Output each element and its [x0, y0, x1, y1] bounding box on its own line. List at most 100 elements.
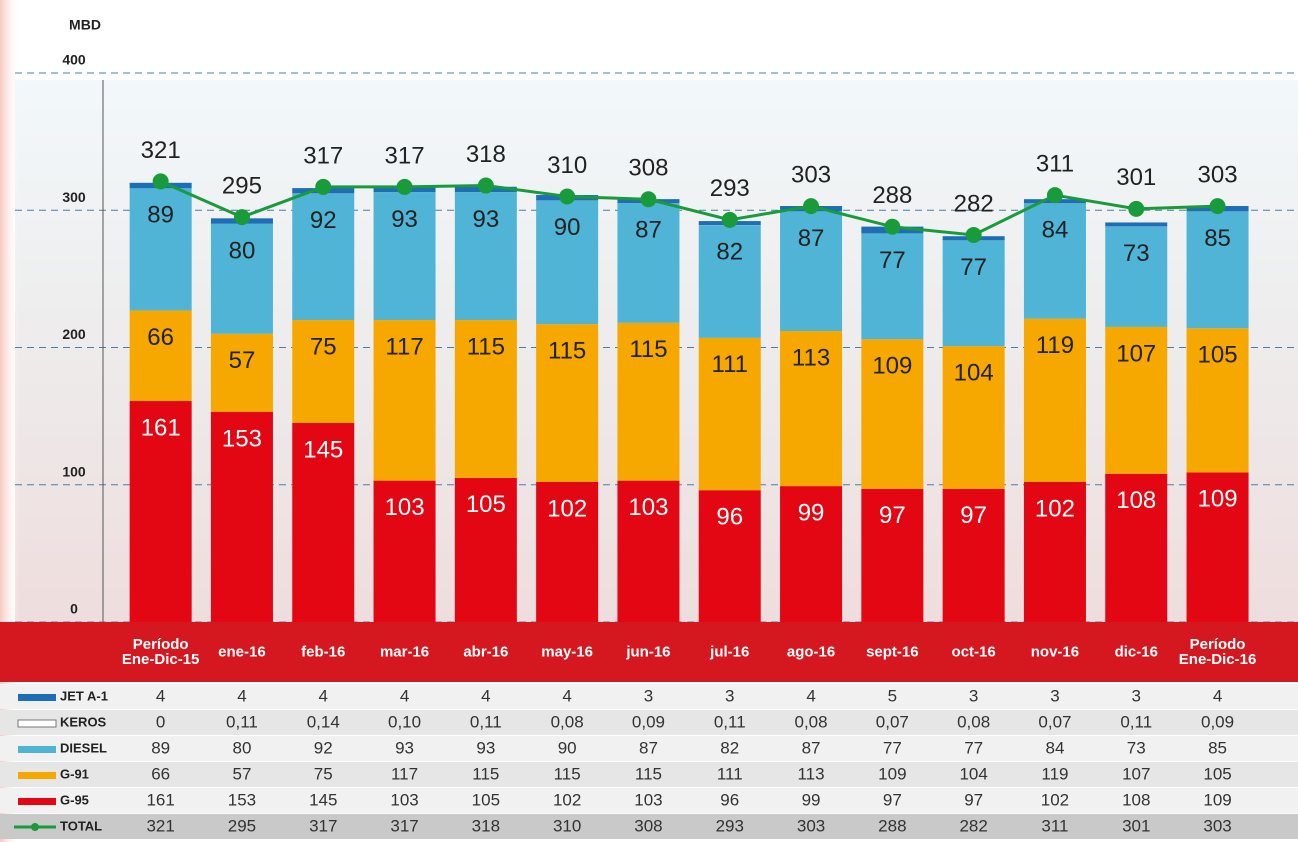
total-point	[152, 173, 169, 190]
table-cell: 111	[717, 764, 743, 783]
bar-segment	[1105, 473, 1168, 622]
table-cell: 105	[472, 790, 500, 809]
bar-segment	[292, 422, 355, 622]
table-cell: 317	[390, 816, 418, 835]
total-point	[477, 177, 494, 194]
table-cell: 117	[391, 764, 418, 783]
bar-segment	[129, 401, 192, 622]
total-label: 321	[141, 137, 181, 164]
bar-segment	[1186, 211, 1249, 329]
category-label: may-16	[541, 643, 593, 661]
bar-value-label: 104	[954, 359, 994, 386]
table-cell: 66	[151, 764, 170, 783]
bar-segment	[373, 192, 436, 321]
bar-value-label: 107	[1116, 340, 1156, 367]
table-cell: 57	[232, 764, 251, 783]
table-cell: 77	[883, 738, 902, 757]
table-cell: 115	[635, 764, 662, 783]
bar-value-label: 113	[792, 344, 830, 371]
table-cell: 301	[1122, 816, 1150, 835]
bar-value-label: 82	[716, 239, 743, 266]
total-point	[1128, 200, 1145, 217]
table-cell: 119	[1041, 764, 1068, 783]
category-label: feb-16	[301, 643, 346, 661]
category-label: Período Ene-Dic-15	[121, 636, 200, 668]
bar-value-label: 80	[229, 237, 256, 264]
table-cell: 303	[1203, 816, 1231, 835]
total-point	[721, 211, 738, 228]
total-label: 301	[1116, 164, 1156, 191]
bar-value-label: 77	[960, 254, 987, 281]
bar-value-label: 119	[1036, 332, 1074, 359]
table-cell: 80	[232, 738, 251, 757]
table-row	[0, 762, 1298, 787]
table-cell: 288	[878, 816, 906, 835]
table-cell: 102	[1041, 790, 1069, 809]
table-row	[0, 736, 1298, 761]
table-cell: 4	[562, 686, 571, 705]
category-label: jul-16	[710, 643, 750, 661]
bar-segment	[780, 331, 843, 487]
bar-segment	[698, 490, 761, 622]
bar-segment	[210, 412, 273, 622]
table-cell: 89	[151, 738, 170, 757]
table-cell: 3	[1132, 686, 1141, 705]
bar-segment	[373, 320, 436, 481]
table-cell: 96	[720, 790, 739, 809]
table-cell: 0,11	[714, 712, 746, 731]
total-label: 317	[385, 142, 425, 169]
bar-segment	[698, 225, 761, 338]
bar-segment	[861, 339, 924, 489]
bar-value-label: 108	[1116, 487, 1156, 514]
category-label: dic-16	[1114, 643, 1158, 661]
category-label: ene-16	[218, 643, 266, 661]
bar-value-label: 85	[1204, 225, 1231, 252]
bar-value-label: 103	[385, 494, 425, 521]
bar-segment	[536, 324, 599, 483]
bar-segment	[942, 240, 1005, 347]
table-cell: 0,07	[1038, 712, 1071, 731]
table-row	[0, 814, 1298, 839]
bar-value-label: 102	[1035, 495, 1075, 522]
bar-segment	[210, 333, 273, 413]
legend-swatch	[17, 719, 57, 728]
bar-segment	[210, 223, 273, 334]
category-label: sept-16	[866, 643, 919, 661]
table-cell: 108	[1122, 790, 1150, 809]
category-label: abr-16	[463, 643, 509, 661]
total-point	[965, 226, 982, 243]
bar-segment	[942, 488, 1005, 622]
bar-segment	[454, 320, 517, 478]
table-cell: 161	[146, 790, 174, 809]
total-label: 311	[1036, 150, 1074, 177]
bar-segment	[1023, 203, 1086, 319]
table-cell: 102	[553, 790, 581, 809]
table-cell: 87	[802, 738, 821, 757]
bar-segment	[698, 337, 761, 491]
legend-label: TOTAL	[60, 818, 102, 833]
table-cell: 4	[806, 686, 815, 705]
table-cell: 3	[1050, 686, 1059, 705]
bar-value-label: 111	[712, 351, 748, 378]
legend-label: KEROS	[60, 714, 107, 729]
table-cell: 0,08	[795, 712, 828, 731]
table-cell: 0,10	[388, 712, 421, 731]
bar-segment	[129, 188, 192, 311]
bar-value-label: 117	[385, 333, 423, 360]
bar-segment	[617, 480, 680, 622]
legend-label: G-91	[60, 766, 89, 781]
legend-swatch	[18, 772, 56, 779]
bar-segment	[617, 322, 680, 481]
bar-segment	[617, 203, 680, 323]
table-cell: 0,09	[1201, 712, 1234, 731]
y-axis-label: MBD	[69, 17, 101, 33]
table-cell: 113	[797, 764, 824, 783]
table-cell: 109	[878, 764, 906, 783]
table-cell: 0,14	[307, 712, 340, 731]
table-cell: 4	[319, 686, 328, 705]
bar-segment	[536, 200, 599, 325]
y-tick-label: 200	[62, 326, 86, 342]
table-cell: 311	[1041, 816, 1068, 835]
table-cell: 90	[558, 738, 577, 757]
